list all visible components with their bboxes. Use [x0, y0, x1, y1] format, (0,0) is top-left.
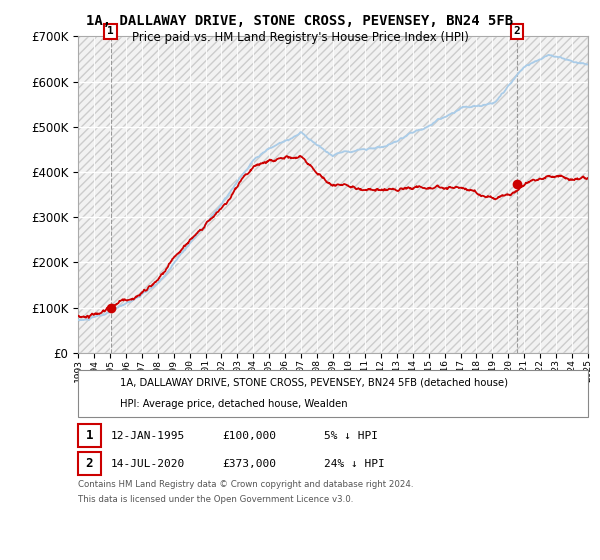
- Text: 24% ↓ HPI: 24% ↓ HPI: [324, 459, 385, 469]
- Text: 12-JAN-1995: 12-JAN-1995: [111, 431, 185, 441]
- Text: 1: 1: [86, 429, 93, 442]
- Text: 2: 2: [514, 26, 520, 36]
- Text: 1: 1: [107, 26, 114, 36]
- Text: 2: 2: [86, 457, 93, 470]
- Text: 1A, DALLAWAY DRIVE, STONE CROSS, PEVENSEY, BN24 5FB (detached house): 1A, DALLAWAY DRIVE, STONE CROSS, PEVENSE…: [120, 377, 508, 388]
- Text: £100,000: £100,000: [222, 431, 276, 441]
- Text: £373,000: £373,000: [222, 459, 276, 469]
- Text: Contains HM Land Registry data © Crown copyright and database right 2024.: Contains HM Land Registry data © Crown c…: [78, 480, 413, 489]
- Text: 1A, DALLAWAY DRIVE, STONE CROSS, PEVENSEY, BN24 5FB: 1A, DALLAWAY DRIVE, STONE CROSS, PEVENSE…: [86, 14, 514, 28]
- Text: This data is licensed under the Open Government Licence v3.0.: This data is licensed under the Open Gov…: [78, 495, 353, 504]
- Text: 5% ↓ HPI: 5% ↓ HPI: [324, 431, 378, 441]
- Text: 14-JUL-2020: 14-JUL-2020: [111, 459, 185, 469]
- Text: Price paid vs. HM Land Registry's House Price Index (HPI): Price paid vs. HM Land Registry's House …: [131, 31, 469, 44]
- Text: HPI: Average price, detached house, Wealden: HPI: Average price, detached house, Weal…: [120, 399, 347, 409]
